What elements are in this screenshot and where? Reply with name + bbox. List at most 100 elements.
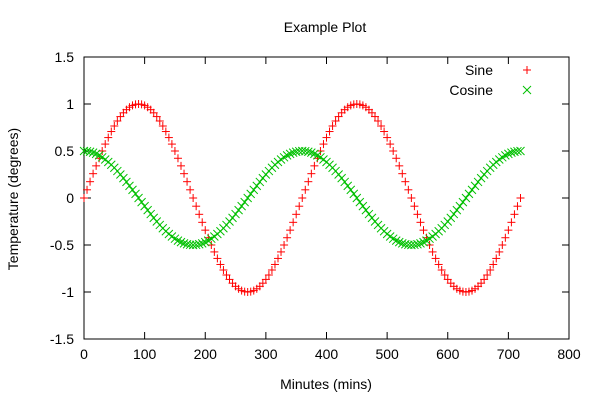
data-point xyxy=(194,239,204,249)
data-point xyxy=(401,177,410,186)
x-tick-label: 600 xyxy=(436,346,460,362)
data-point xyxy=(140,201,149,211)
data-point xyxy=(92,161,101,170)
legend-label: Sine xyxy=(465,62,493,78)
data-point xyxy=(307,169,316,178)
data-point xyxy=(270,260,279,269)
data-point xyxy=(328,121,337,130)
data-point xyxy=(325,127,334,136)
data-point xyxy=(483,271,492,280)
data-point xyxy=(355,197,365,207)
data-point xyxy=(371,112,379,121)
data-point xyxy=(340,177,350,187)
data-point xyxy=(219,266,228,275)
data-point xyxy=(185,240,195,250)
data-point xyxy=(119,173,128,183)
data-point xyxy=(283,233,292,242)
data-point xyxy=(416,218,425,227)
data-point xyxy=(177,161,185,170)
data-point xyxy=(403,240,413,250)
data-point xyxy=(88,148,98,157)
data-point xyxy=(134,193,143,203)
y-tick-label: -1.5 xyxy=(50,331,74,347)
data-point xyxy=(501,233,510,242)
data-point xyxy=(303,147,313,157)
chart-title: Example Plot xyxy=(284,19,367,35)
data-point xyxy=(419,226,428,235)
data-point xyxy=(473,177,483,187)
data-point xyxy=(510,210,519,219)
data-point xyxy=(222,271,231,280)
data-point xyxy=(167,140,176,149)
data-point xyxy=(131,189,140,199)
data-point xyxy=(280,241,289,249)
data-point xyxy=(113,116,122,125)
data-point xyxy=(495,247,504,256)
data-point xyxy=(404,185,413,194)
data-point xyxy=(410,202,419,211)
data-point xyxy=(213,254,222,263)
data-point xyxy=(504,226,513,235)
data-point xyxy=(337,173,347,183)
data-point xyxy=(310,161,319,170)
data-point xyxy=(277,247,286,256)
y-axis: -1.5 -1 -0.5 0 0.5 1 1.5 xyxy=(50,49,569,347)
y-axis-title: Temperature (degrees) xyxy=(5,128,21,270)
data-point xyxy=(304,177,313,186)
x-tick-label: 700 xyxy=(497,346,521,362)
data-point xyxy=(322,133,331,142)
data-point xyxy=(319,140,328,149)
data-point xyxy=(83,185,92,194)
data-point xyxy=(110,121,119,130)
data-point xyxy=(231,209,240,219)
data-point xyxy=(416,239,425,248)
data-point xyxy=(85,147,95,157)
data-point xyxy=(352,193,362,203)
data-point xyxy=(358,201,368,211)
data-point xyxy=(428,247,437,256)
data-point xyxy=(413,210,422,219)
data-point xyxy=(507,218,516,227)
data-point xyxy=(449,209,459,219)
y-tick-label: -1 xyxy=(62,284,75,300)
data-point xyxy=(452,205,462,215)
x-tick-label: 0 xyxy=(80,346,88,362)
data-point xyxy=(101,140,110,149)
x-axis: 0 100 200 300 400 500 600 700 800 xyxy=(80,57,581,362)
data-point xyxy=(413,239,422,249)
data-point xyxy=(440,271,449,280)
data-point xyxy=(389,147,398,155)
plot-frame xyxy=(83,56,570,340)
x-axis-title: Minutes (mins) xyxy=(280,376,372,392)
data-point xyxy=(437,266,446,275)
data-point xyxy=(192,202,201,211)
data-point xyxy=(295,202,304,211)
x-tick-label: 100 xyxy=(133,346,157,362)
data-point xyxy=(419,237,428,247)
legend-marker xyxy=(523,66,531,74)
y-tick-label: 0 xyxy=(66,190,74,206)
data-point xyxy=(152,112,161,121)
data-point xyxy=(458,197,468,207)
data-point xyxy=(516,194,525,202)
x-tick-label: 800 xyxy=(557,346,581,362)
data-point xyxy=(104,133,113,142)
data-point xyxy=(201,226,210,235)
data-point xyxy=(516,146,525,156)
data-point xyxy=(364,209,374,219)
data-point xyxy=(461,193,471,203)
legend-marker xyxy=(522,85,532,95)
data-point xyxy=(431,254,440,263)
data-point xyxy=(198,218,207,227)
y-tick-label: 1.5 xyxy=(55,49,75,65)
data-point xyxy=(289,218,298,227)
data-point xyxy=(480,275,489,284)
data-point xyxy=(386,140,395,149)
data-point xyxy=(243,193,253,203)
data-point xyxy=(173,154,182,163)
x-tick-label: 300 xyxy=(254,346,278,362)
data-point xyxy=(286,226,295,235)
data-point xyxy=(306,148,316,157)
data-point xyxy=(391,236,401,245)
data-point xyxy=(464,189,474,199)
